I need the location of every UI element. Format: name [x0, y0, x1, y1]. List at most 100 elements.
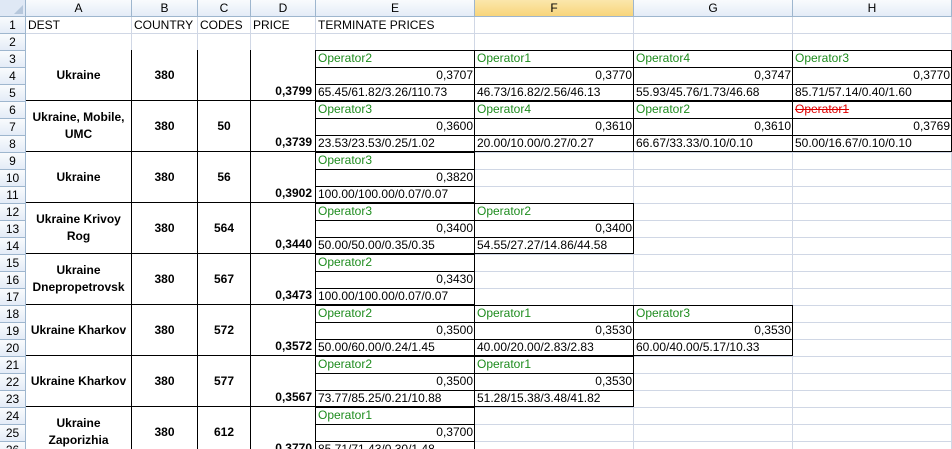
price-cell[interactable]: 0,3567: [251, 356, 316, 407]
dest-cell[interactable]: Ukraine Kharkov: [26, 356, 132, 407]
code-cell[interactable]: 577: [198, 356, 251, 407]
operator-rate[interactable]: 0,3500: [436, 374, 473, 388]
country-cell[interactable]: 380: [132, 254, 198, 305]
header-price[interactable]: PRICE: [253, 18, 290, 32]
row-header-11[interactable]: 11: [0, 187, 26, 204]
code-cell[interactable]: 612: [198, 407, 251, 449]
operator-stats[interactable]: 85.71/71.43/0.30/1.48: [318, 442, 435, 449]
row-header-13[interactable]: 13: [0, 221, 26, 238]
operator-rate[interactable]: 0,3700: [436, 425, 473, 439]
row-header-4[interactable]: 4: [0, 68, 26, 85]
operator-name[interactable]: Operator2: [318, 255, 373, 269]
operator-stats[interactable]: 85.71/57.14/0.40/1.60: [795, 85, 912, 99]
price-cell[interactable]: 0,3440: [251, 203, 316, 254]
dest-cell[interactable]: Ukraine Kharkov: [26, 305, 132, 356]
operator-rate[interactable]: 0,3610: [754, 119, 791, 133]
header-country[interactable]: COUNTRY: [134, 18, 194, 32]
operator-name[interactable]: Operator2: [318, 357, 373, 371]
country-cell[interactable]: 380: [132, 203, 198, 254]
header-terminate[interactable]: TERMINATE PRICES: [318, 18, 435, 32]
operator-stats[interactable]: 54.55/27.27/14.86/44.58: [477, 238, 608, 252]
operator-rate[interactable]: 0,3707: [436, 68, 473, 82]
dest-cell[interactable]: Ukraine, Mobile, UMC: [26, 101, 132, 152]
column-header-g[interactable]: G: [634, 0, 793, 17]
row-header-25[interactable]: 25: [0, 425, 26, 442]
operator-stats[interactable]: 50.00/16.67/0.10/0.10: [795, 136, 912, 150]
operator-rate[interactable]: 0,3770: [913, 68, 950, 82]
row-header-14[interactable]: 14: [0, 238, 26, 255]
dest-cell[interactable]: Ukraine Krivoy Rog: [26, 203, 132, 254]
operator-rate[interactable]: 0,3400: [595, 221, 632, 235]
country-cell[interactable]: 380: [132, 152, 198, 203]
operator-name[interactable]: Operator2: [477, 204, 532, 218]
column-header-f[interactable]: F: [475, 0, 634, 17]
price-cell[interactable]: 0,3902: [251, 152, 316, 203]
row-header-7[interactable]: 7: [0, 119, 26, 136]
select-all-button[interactable]: [0, 0, 26, 17]
operator-name[interactable]: Operator1: [477, 357, 532, 371]
operator-name[interactable]: Operator2: [318, 51, 373, 65]
operator-stats[interactable]: 100.00/100.00/0.07/0.07: [318, 289, 449, 303]
operator-stats[interactable]: 55.93/45.76/1.73/46.68: [636, 85, 760, 99]
dest-cell[interactable]: Ukraine Dnepropetrovsk: [26, 254, 132, 305]
operator-name[interactable]: Operator3: [318, 153, 373, 167]
row-header-8[interactable]: 8: [0, 136, 26, 153]
operator-name[interactable]: Operator4: [636, 51, 691, 65]
code-cell[interactable]: 572: [198, 305, 251, 356]
operator-name[interactable]: Operator1: [477, 51, 532, 65]
operator-rate[interactable]: 0,3820: [436, 170, 473, 184]
row-header-6[interactable]: 6: [0, 102, 26, 119]
operator-name[interactable]: Operator2: [636, 102, 691, 116]
price-cell[interactable]: 0,3770: [251, 407, 316, 449]
row-header-5[interactable]: 5: [0, 85, 26, 102]
operator-rate[interactable]: 0,3530: [754, 323, 791, 337]
code-cell[interactable]: 50: [198, 101, 251, 152]
row-header-21[interactable]: 21: [0, 357, 26, 374]
dest-cell[interactable]: Ukraine Zaporizhia: [26, 407, 132, 449]
header-codes[interactable]: CODES: [200, 18, 243, 32]
operator-stats[interactable]: 50.00/60.00/0.24/1.45: [318, 340, 435, 354]
operator-stats[interactable]: 60.00/40.00/5.17/10.33: [636, 340, 760, 354]
operator-rate[interactable]: 0,3769: [913, 119, 950, 133]
row-header-18[interactable]: 18: [0, 306, 26, 323]
operator-stats[interactable]: 66.67/33.33/0.10/0.10: [636, 136, 753, 150]
operator-rate[interactable]: 0,3610: [595, 119, 632, 133]
row-header-24[interactable]: 24: [0, 408, 26, 425]
column-header-c[interactable]: C: [198, 0, 251, 17]
row-header-2[interactable]: 2: [0, 34, 26, 51]
operator-rate[interactable]: 0,3400: [436, 221, 473, 235]
operator-stats[interactable]: 73.77/85.25/0.21/10.88: [318, 391, 442, 405]
country-cell[interactable]: 380: [132, 407, 198, 449]
price-cell[interactable]: 0,3572: [251, 305, 316, 356]
row-header-16[interactable]: 16: [0, 272, 26, 289]
operator-name[interactable]: Operator1: [318, 408, 373, 422]
operator-rate[interactable]: 0,3500: [436, 323, 473, 337]
column-header-e[interactable]: E: [316, 0, 475, 17]
dest-cell[interactable]: Ukraine: [26, 152, 132, 203]
operator-rate[interactable]: 0,3530: [595, 374, 632, 388]
operator-stats[interactable]: 65.45/61.82/3.26/110.73: [318, 85, 448, 99]
column-header-b[interactable]: B: [132, 0, 198, 17]
operator-stats[interactable]: 40.00/20.00/2.83/2.83: [477, 340, 594, 354]
operator-name[interactable]: Operator3: [795, 51, 850, 65]
row-header-20[interactable]: 20: [0, 340, 26, 357]
operator-stats[interactable]: 100.00/100.00/0.07/0.07: [318, 187, 449, 201]
column-header-h[interactable]: H: [793, 0, 952, 17]
price-cell[interactable]: 0,3473: [251, 254, 316, 305]
operator-rate[interactable]: 0,3530: [595, 323, 632, 337]
operator-rate[interactable]: 0,3770: [595, 68, 632, 82]
row-header-19[interactable]: 19: [0, 323, 26, 340]
operator-name[interactable]: Operator2: [318, 306, 373, 320]
row-header-15[interactable]: 15: [0, 255, 26, 272]
operator-rate[interactable]: 0,3430: [436, 272, 473, 286]
country-cell[interactable]: 380: [132, 305, 198, 356]
header-dest[interactable]: DEST: [28, 18, 61, 32]
row-header-3[interactable]: 3: [0, 51, 26, 68]
column-header-a[interactable]: A: [26, 0, 132, 17]
code-cell[interactable]: 567: [198, 254, 251, 305]
column-header-d[interactable]: D: [251, 0, 316, 17]
operator-name[interactable]: Operator3: [318, 204, 373, 218]
code-cell[interactable]: 56: [198, 152, 251, 203]
row-header-26[interactable]: 26: [0, 442, 26, 449]
